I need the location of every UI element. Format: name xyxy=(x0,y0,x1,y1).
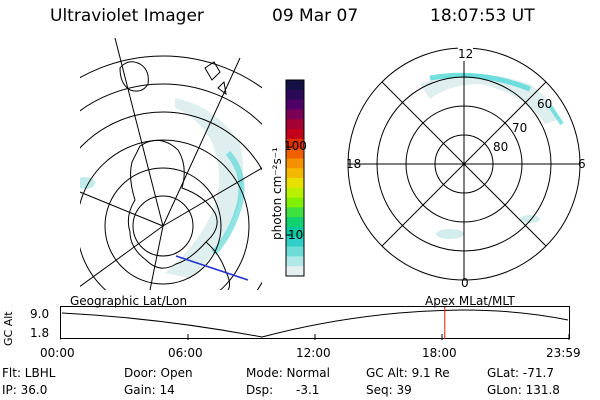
colorbar-cell xyxy=(286,119,304,130)
polar-plot xyxy=(347,47,581,281)
sequence-status: Seq: 39 xyxy=(366,383,412,397)
australia-coastline xyxy=(119,61,149,92)
mlt-label-0: 0 xyxy=(461,276,469,290)
aurora-oval-segment xyxy=(429,72,531,92)
mlat-label-80: 80 xyxy=(493,140,509,154)
gc-altitude-status: GC Alt: 9.1 Re xyxy=(366,366,450,380)
timeline-ymax: 9.0 xyxy=(30,307,50,321)
antarctica-coastline xyxy=(127,139,218,269)
gain-status: Gain: 14 xyxy=(124,383,175,397)
timeline-ylabel: GC Alt xyxy=(2,311,15,346)
colorbar-cell xyxy=(286,227,304,238)
colorbar-cell xyxy=(286,138,304,150)
time-tick-0000: 00:00 xyxy=(40,346,75,360)
geographic-map xyxy=(80,37,262,290)
colorbar-cell xyxy=(286,109,304,120)
geo-latitude: GLat: -71.7 xyxy=(487,366,554,380)
colorbar-tick-10: 10 xyxy=(288,228,304,242)
time-tick-0600: 06:00 xyxy=(168,346,203,360)
colorbar-cell xyxy=(286,266,304,277)
dsp-label: Dsp: xyxy=(246,383,274,397)
colorbar-cell xyxy=(286,256,304,267)
mlt-label-12: 12 xyxy=(458,47,474,61)
time-tick-1200: 12:00 xyxy=(296,346,331,360)
date-label: 09 Mar 07 xyxy=(272,6,359,26)
timeline-ymin: 1.8 xyxy=(30,326,50,340)
dsp-value: -3.1 xyxy=(296,383,320,397)
filter-status: Flt: LBHL xyxy=(2,366,56,380)
apex-caption: Apex MLat/MLT xyxy=(425,294,515,308)
colorbar-cell xyxy=(286,178,304,189)
colorbar-unit-label: photon cm⁻²s⁻¹ xyxy=(270,147,284,240)
colorbar-cell xyxy=(286,246,304,257)
app-title: Ultraviolet Imager xyxy=(50,6,204,26)
mlat-label-60: 60 xyxy=(537,97,553,111)
colorbar-cell xyxy=(286,236,304,248)
colorbar-cell xyxy=(286,89,304,101)
colorbar xyxy=(285,79,305,277)
mlt-label-18: 18 xyxy=(346,157,362,171)
aurora-patch xyxy=(80,177,95,189)
geo-longitude: GLon: 131.8 xyxy=(487,383,560,397)
altitude-curve xyxy=(61,309,569,338)
colorbar-cell xyxy=(286,197,304,208)
colorbar-tick-100: 100 xyxy=(284,139,307,153)
colorbar-cell xyxy=(286,207,304,218)
ip-status: IP: 36.0 xyxy=(2,383,48,397)
aurora-haze xyxy=(165,98,244,278)
colorbar-cell xyxy=(286,158,304,169)
time-label: 18:07:53 UT xyxy=(430,6,535,26)
colorbar-cell xyxy=(286,129,304,140)
new-zealand-coastline xyxy=(204,61,227,96)
magnetic-track-line xyxy=(175,255,249,281)
time-tick-1800: 18:00 xyxy=(422,346,457,360)
colorbar-cell xyxy=(286,99,304,110)
colorbar-cell xyxy=(286,217,304,228)
aurora-oval-segment xyxy=(211,150,245,256)
time-tick-2359: 23:59 xyxy=(546,346,581,360)
mode-status: Mode: Normal xyxy=(246,366,330,380)
colorbar-cell xyxy=(286,187,304,199)
geographic-caption: Geographic Lat/Lon xyxy=(70,294,188,308)
door-status: Door: Open xyxy=(124,366,193,380)
mlat-label-70: 70 xyxy=(512,121,528,135)
colorbar-cell xyxy=(286,80,304,91)
altitude-timeline[interactable] xyxy=(60,306,575,340)
mlt-label-6: 6 xyxy=(578,157,586,171)
colorbar-cell xyxy=(286,168,304,179)
colorbar-cell xyxy=(286,148,304,159)
